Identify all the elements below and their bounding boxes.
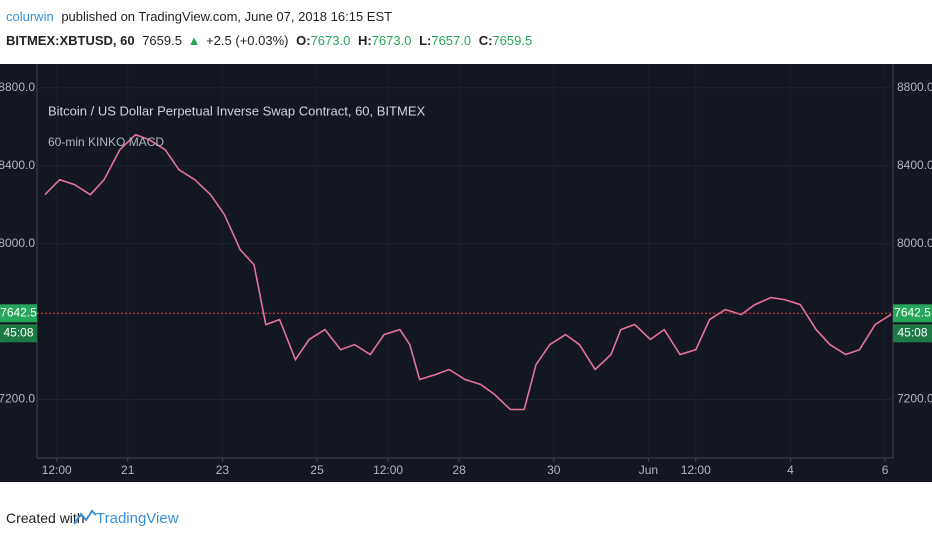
price-line xyxy=(44,133,892,411)
publish-line: colurwin published on TradingView.com, J… xyxy=(6,9,392,24)
ohlc-label: H: xyxy=(358,33,372,48)
plot xyxy=(37,64,893,458)
arrow: ▲ xyxy=(188,33,201,48)
x-tick-label: Jun xyxy=(639,463,658,477)
ohlc-label: L: xyxy=(419,33,431,48)
ohlc-label: C: xyxy=(479,33,493,48)
y-tick-label-right: 7200.0 xyxy=(897,392,932,406)
symbol: BITMEX:XBTUSD, 60 xyxy=(6,33,135,48)
last: 7659.5 xyxy=(142,33,182,48)
ohlc-value: 7659.5 xyxy=(492,33,532,48)
footer: Created with xyxy=(6,510,85,526)
change: +2.5 (+0.03%) xyxy=(206,33,288,48)
ohlc-value: 7673.0 xyxy=(311,33,351,48)
created-with: Created with xyxy=(6,510,85,526)
ohlc-value: 7657.0 xyxy=(431,33,471,48)
y-tick-label-right: 8400.0 xyxy=(897,158,932,172)
x-tick-label: 28 xyxy=(452,463,466,477)
price-badge xyxy=(0,304,37,323)
ohlc-value: 7673.0 xyxy=(372,33,412,48)
chart-background xyxy=(0,64,932,482)
logo xyxy=(73,509,97,525)
price-badge xyxy=(893,304,932,323)
x-tick-label: 12:00 xyxy=(373,463,403,477)
ohlc-label: O: xyxy=(296,33,310,48)
x-tick-label: 4 xyxy=(787,463,794,477)
indicator-name: 60-min KINKO MACD xyxy=(48,135,164,149)
x-tick-label: 30 xyxy=(547,463,561,477)
y-tick-label: 8800.0 xyxy=(0,80,35,94)
x-tick-label: 23 xyxy=(216,463,230,477)
x-tick-label: 12:00 xyxy=(681,463,711,477)
x-tick-label: 25 xyxy=(310,463,324,477)
quote-line: BITMEX:XBTUSD, 60 7659.5 ▲ +2.5 (+0.03%)… xyxy=(6,33,532,48)
y-tick-label: 8400.0 xyxy=(0,158,35,172)
y-tick-label: 7200.0 xyxy=(0,392,35,406)
countdown-badge xyxy=(893,324,932,343)
y-tick-label-right: 8800.0 xyxy=(897,80,932,94)
brand[interactable]: TradingView xyxy=(96,510,179,527)
y-tick-label-right: 8000.0 xyxy=(897,236,932,250)
published: published on TradingView.com, June 07, 2… xyxy=(61,9,392,24)
countdown-label: 45:08 xyxy=(897,325,927,339)
price-badge-label: 7642.5 xyxy=(894,305,931,319)
x-tick-label: 21 xyxy=(121,463,135,477)
x-tick-label: 12:00 xyxy=(42,463,72,477)
y-tick-label: 8000.0 xyxy=(0,236,35,250)
countdown-badge xyxy=(0,324,37,343)
countdown-label: 45:08 xyxy=(3,325,33,339)
author[interactable]: colurwin xyxy=(6,9,54,24)
chart-title: Bitcoin / US Dollar Perpetual Inverse Sw… xyxy=(48,103,425,118)
price-badge-label: 7642.5 xyxy=(0,305,37,319)
x-tick-label: 6 xyxy=(882,463,889,477)
